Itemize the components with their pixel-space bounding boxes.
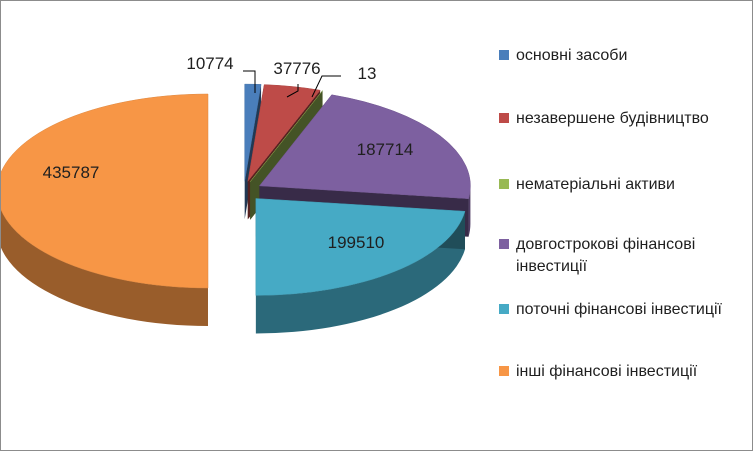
data-label-6: 435787 [43, 163, 100, 182]
legend-item-1: основні засоби [499, 45, 744, 67]
data-label-4: 187714 [357, 140, 414, 159]
data-label-1: 10774 [186, 54, 233, 73]
pie-slice-top-5 [255, 198, 466, 296]
pie-slice-side-5 [255, 211, 466, 334]
legend-item-6: інші фінансові інвестиції [499, 361, 744, 383]
pie-slice-side-6 [1, 209, 208, 326]
legend-swatch-6 [499, 366, 509, 376]
legend-swatch-1 [499, 50, 509, 60]
pie-slice-side-4 [468, 185, 471, 237]
leader-line-2 [286, 84, 299, 98]
legend-swatch-3 [499, 179, 509, 189]
legend-label-2: незавершене будівництво [516, 110, 709, 127]
leader-line-3 [311, 75, 341, 98]
pie-slice-top-3 [249, 90, 324, 182]
pie-slice-5 [255, 198, 466, 334]
legend-item-3: нематеріальні активи [499, 174, 744, 196]
leader-line-1 [243, 70, 256, 93]
data-label-5: 199510 [328, 233, 385, 252]
legend-label-1: основні засоби [516, 47, 628, 64]
pie-slice-top-6 [1, 93, 209, 289]
legend-label-4: довгострокові фінансові інвестиції [516, 236, 696, 275]
legend-item-2: незавершене будівництво [499, 108, 744, 130]
legend-label-3: нематеріальні активи [516, 176, 675, 193]
legend-label-6: інші фінансові інвестиції [516, 363, 698, 380]
legend-item-4: довгострокові фінансові інвестиції [499, 234, 744, 278]
pie-slice-6 [1, 93, 209, 326]
legend-swatch-5 [499, 304, 509, 314]
legend-swatch-2 [499, 113, 509, 123]
legend-item-5: поточні фінансові інвестиції [499, 299, 744, 321]
pie-slice-top-4 [258, 94, 471, 199]
legend-label-5: поточні фінансові інвестиції [516, 301, 722, 318]
data-label-3: 13 [358, 64, 377, 83]
legend-swatch-4 [499, 239, 509, 249]
pie-slice-top-2 [247, 84, 321, 182]
data-label-2: 37776 [273, 59, 320, 78]
pie-slice-top-1 [244, 83, 262, 182]
